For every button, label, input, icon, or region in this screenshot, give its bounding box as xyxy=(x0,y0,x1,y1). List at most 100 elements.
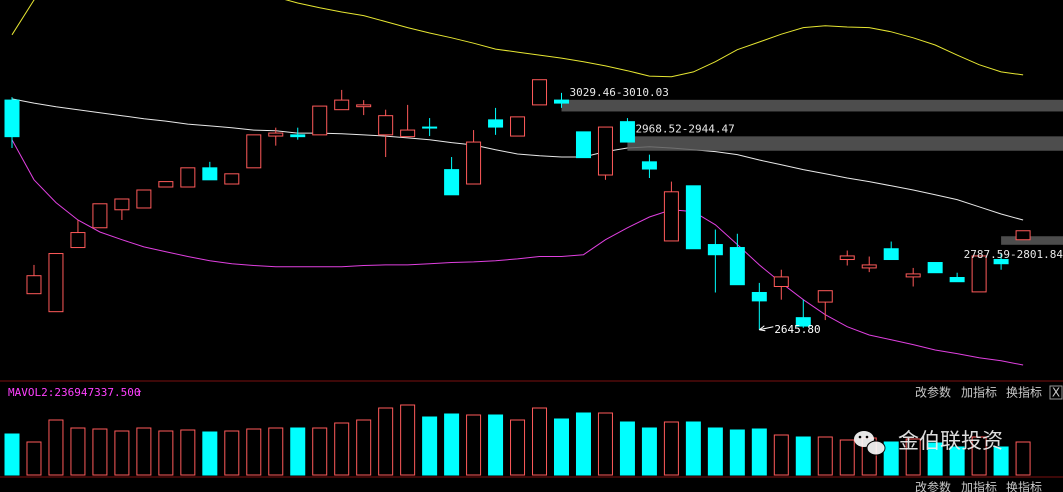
volume-bar xyxy=(729,429,745,476)
close-button[interactable]: X xyxy=(1052,386,1060,400)
volume-bar xyxy=(26,441,42,476)
volume-bar xyxy=(312,427,328,476)
low-marker-label: 2645.80 xyxy=(774,323,820,336)
candle-body xyxy=(180,167,196,188)
volume-bar xyxy=(773,434,789,476)
volume-panel xyxy=(4,404,1031,476)
volume-bar xyxy=(180,429,196,476)
volume-bar xyxy=(488,414,504,476)
candle-body xyxy=(26,275,42,295)
watermark: 金伯联投资 xyxy=(898,429,1003,453)
candle-body xyxy=(400,129,416,138)
price-zone xyxy=(561,99,1063,112)
candle-body xyxy=(92,203,108,229)
candle-body xyxy=(949,277,965,283)
band-line xyxy=(11,98,1024,221)
candle-body xyxy=(444,169,460,196)
toolbar-button[interactable]: 换指标 xyxy=(1006,385,1042,400)
volume-bar xyxy=(444,413,460,476)
volume-bar xyxy=(224,430,240,476)
volume-bar xyxy=(158,430,174,476)
volume-bar xyxy=(554,418,569,476)
volume-bar xyxy=(927,442,943,476)
candle-body xyxy=(290,134,306,138)
band-line xyxy=(11,0,1024,78)
volume-bar xyxy=(663,421,679,476)
low-marker-head xyxy=(759,325,766,332)
volume-bar xyxy=(268,427,284,476)
volume-label: MAVOL2:236947337.500 xyxy=(8,386,140,399)
candle-body xyxy=(685,185,701,250)
zone-label: 3029.46-3010.03 xyxy=(570,86,669,99)
candle-body xyxy=(795,317,811,327)
toolbar-button[interactable]: 加指标 xyxy=(961,480,997,492)
toolbar-button[interactable]: 改参数 xyxy=(915,385,951,400)
volume-bar xyxy=(1015,441,1031,476)
volume-bar xyxy=(202,431,218,476)
candle-body xyxy=(4,99,20,138)
volume-bar xyxy=(685,421,701,476)
volume-bar xyxy=(993,446,1009,476)
candle-body xyxy=(839,255,855,261)
candle-body xyxy=(422,126,438,129)
volume-bar xyxy=(466,414,482,476)
band-line xyxy=(11,139,1024,366)
volume-bar xyxy=(905,438,921,476)
volume-bar xyxy=(641,427,657,476)
volume-bar xyxy=(378,407,394,476)
toolbar-button[interactable]: 加指标 xyxy=(961,385,997,400)
candle-body xyxy=(268,132,284,137)
volume-bar xyxy=(48,419,64,476)
volume-bar xyxy=(356,419,372,476)
toolbar-button[interactable]: 改参数 xyxy=(915,480,951,492)
candle-body xyxy=(356,104,372,108)
candle-body xyxy=(641,161,657,170)
volume-bar xyxy=(532,407,548,476)
candle-body xyxy=(663,191,679,242)
candle-body xyxy=(488,119,504,128)
price-zone xyxy=(627,136,1063,151)
candle-body xyxy=(48,253,64,313)
candle-body xyxy=(971,255,987,293)
zone-label: 2968.52-2944.47 xyxy=(635,122,734,135)
volume-bar xyxy=(246,428,262,476)
volume-bar xyxy=(883,441,899,476)
candle-body xyxy=(202,167,218,181)
candle-body xyxy=(136,189,152,209)
wechat-icon xyxy=(854,431,886,456)
candle-body xyxy=(751,291,767,302)
candle-body xyxy=(597,126,613,176)
candle-body xyxy=(1015,230,1031,241)
candle-body xyxy=(883,248,899,261)
candle-body xyxy=(224,173,240,185)
low-marker-arrow xyxy=(759,326,774,331)
zone-label: 2787.59-2801.84 xyxy=(964,248,1063,261)
candle-body xyxy=(905,273,921,278)
toolbar-button[interactable]: 换指标 xyxy=(1006,480,1042,492)
volume-bar xyxy=(70,427,86,476)
candle-body xyxy=(993,259,1009,265)
candle-body xyxy=(817,290,833,303)
volume-bar xyxy=(422,416,438,476)
candle-body xyxy=(114,198,130,211)
volume-bar xyxy=(707,427,723,476)
volume-bar xyxy=(334,422,350,476)
volume-bar xyxy=(839,439,855,476)
price-zone xyxy=(1001,236,1063,245)
volume-bar xyxy=(795,436,811,476)
candle-body xyxy=(619,121,635,143)
volume-bar xyxy=(817,436,833,476)
overlay: MAVOL2:236947337.500 ↑ 改参数 加指标 换指标 X 改参数… xyxy=(8,86,1063,492)
volume-bar xyxy=(400,404,416,476)
candle-body xyxy=(158,181,174,188)
candle-body xyxy=(378,115,394,136)
volume-bar xyxy=(290,427,306,476)
price-panel xyxy=(4,0,1063,366)
candle-body xyxy=(532,79,548,106)
close-box[interactable] xyxy=(1049,385,1063,400)
candle-body xyxy=(773,276,789,287)
candle-body xyxy=(466,141,482,185)
candle-body xyxy=(707,244,723,256)
